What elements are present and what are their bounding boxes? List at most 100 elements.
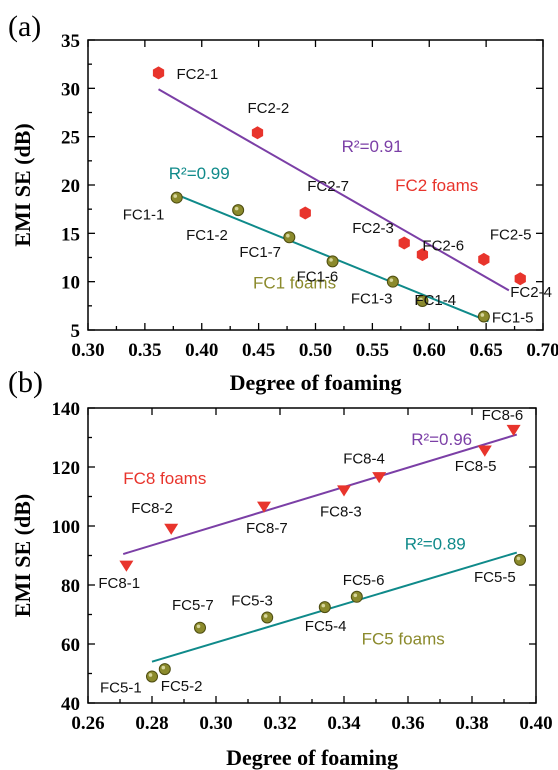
y-tick-label: 30 [61,79,80,100]
x-tick-label: 0.26 [71,713,104,734]
r2-label: R²=0.89 [405,535,466,554]
data-point [386,275,399,288]
y-tick-label: 10 [61,273,80,294]
data-point-highlight [263,614,268,618]
data-point [146,670,158,683]
data-point [350,590,363,603]
data-point-highlight [329,258,333,262]
point-label: FC8-6 [482,407,524,424]
y-tick-label: 100 [52,517,81,538]
data-point [337,485,351,497]
x-tick-label: 0.55 [356,340,389,361]
x-tick-label: 0.50 [299,340,332,361]
x-tick-label: 0.32 [263,713,296,734]
fit-line [151,551,518,663]
data-point-highlight [516,556,521,561]
x-tick-label: 0.38 [455,713,488,734]
data-point-highlight [480,313,485,317]
y-axis-title: EMI SE (dB) [10,494,35,617]
series-label: FC5 foams [362,630,445,649]
series-label: FC1 foams [253,273,336,292]
x-tick-label: 0.28 [135,713,168,734]
data-point [158,663,171,676]
data-point [506,424,521,437]
y-tick-label: 15 [61,224,80,245]
series-label: FC2 foams [395,176,478,195]
point-label: FC8-5 [455,458,497,475]
data-point-highlight [389,278,394,282]
x-tick-label: 0.40 [519,713,552,734]
data-point-highlight [148,673,153,677]
data-point [251,126,264,140]
data-point [152,66,165,80]
panel-a: (a) 0.30 0.35 0.40 0.45 0.50 0.55 0.60 0.65 0.70 5… [8,10,558,395]
data-point [477,445,492,457]
point-label: FC1-3 [351,291,393,308]
point-label: FC5-6 [343,572,385,589]
data-point [164,523,179,535]
point-label: FC8-1 [98,575,140,592]
fit-line [122,433,518,555]
r2-label: R²=0.91 [342,137,403,156]
data-point-highlight [196,624,201,629]
point-label: FC5-3 [231,592,273,609]
data-point [416,248,429,262]
x-tick-label: 0.36 [391,713,424,734]
data-point [119,560,134,572]
y-tick-label: 35 [61,31,80,52]
point-label: FC5-5 [474,569,516,586]
point-label: FC8-7 [246,520,288,537]
series-label: FC8 foams [123,469,206,488]
point-label: FC2-6 [422,238,464,255]
point-label: FC1-4 [414,292,456,309]
y-tick-label: 140 [52,399,81,420]
data-point [283,231,296,244]
data-point [257,501,271,513]
y-tick-label: 60 [61,635,80,656]
point-label: FC1-2 [186,227,228,244]
data-point [514,272,526,286]
x-tick-label: 0.60 [413,340,446,361]
point-label: FC5-4 [305,618,347,635]
point-label: FC5-2 [161,678,203,695]
point-label: FC2-7 [307,178,349,195]
panel-b: (b) 0.26 0.28 0.30 0.32 0.34 0.36 0.38 0.40 40 60 8… [8,366,553,770]
x-tick-label: 0.40 [185,340,218,361]
data-point-highlight [234,206,239,211]
data-point [514,553,526,566]
point-label: FC5-1 [100,679,142,696]
x-tick-label: 0.30 [199,713,232,734]
y-tick-label: 25 [61,128,80,149]
r2-label: R²=0.99 [169,164,230,183]
point-label: FC2-3 [352,220,394,237]
point-label: FC8-4 [343,450,385,467]
point-label: FC2-2 [247,100,289,117]
data-point [299,206,311,220]
x-tick-label: 0.34 [327,713,361,734]
point-label: FC2-5 [490,226,532,243]
data-point-highlight [353,593,358,598]
point-label: FC2-4 [510,284,552,301]
x-tick-label: 0.45 [242,340,275,361]
point-label: FC1-1 [123,207,165,224]
r2-label: R²=0.96 [411,430,472,449]
y-tick-label: 40 [61,694,80,715]
data-point-highlight [419,297,423,302]
x-tick-label: 0.65 [470,340,503,361]
data-point [170,191,183,204]
data-point [326,255,339,268]
x-axis-title: Degree of foaming [230,370,402,395]
point-label: FC1-7 [239,244,281,261]
panel-label: (b) [8,366,43,399]
data-point [318,601,331,614]
point-label: FC5-7 [172,597,214,614]
x-tick-label: 0.70 [526,340,558,361]
fit-line [158,88,510,292]
point-label: FC8-3 [320,504,362,521]
y-axis-title: EMI SE (dB) [10,123,35,246]
data-point-highlight [173,194,178,198]
data-point-highlight [286,233,290,238]
point-label: FC8-2 [131,500,173,517]
data-point [232,204,245,217]
